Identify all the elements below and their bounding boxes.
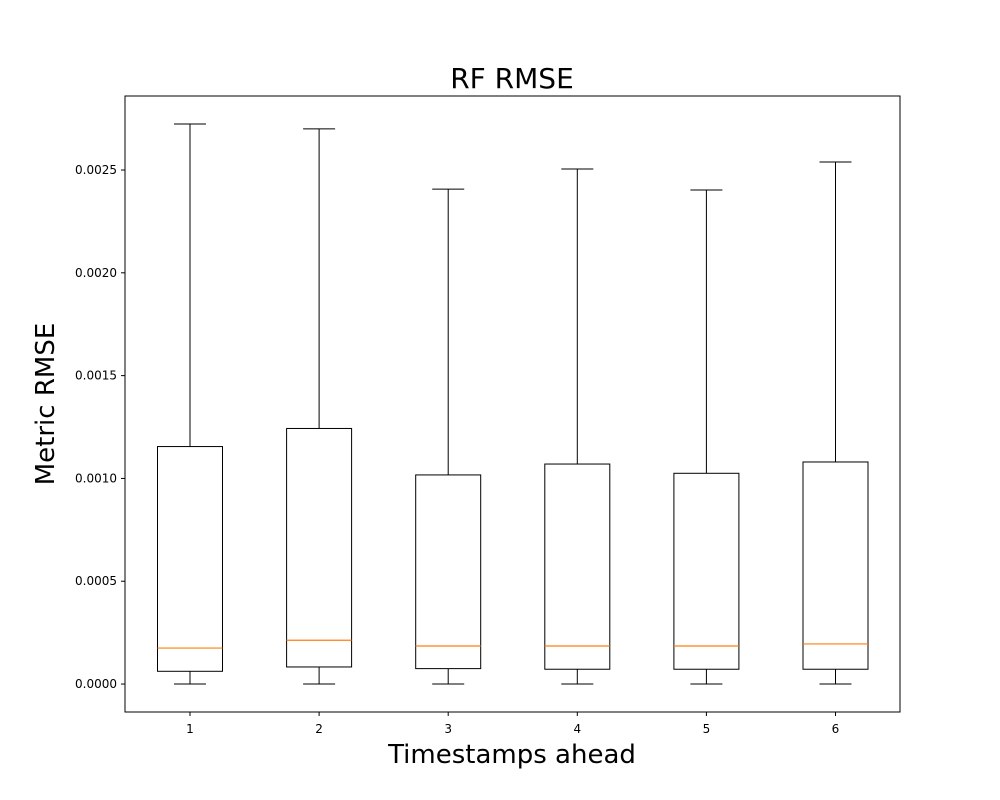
box-group-4: [544, 168, 611, 685]
box: [286, 427, 353, 668]
box: [673, 472, 740, 670]
x-tick-label: 4: [573, 722, 581, 736]
x-tick-label: 1: [186, 722, 194, 736]
x-tick-label: 6: [832, 722, 840, 736]
x-tick-label: 2: [315, 722, 323, 736]
y-axis: 0.0000 0.0005 0.0010 0.0015 0.0020 0.0025: [75, 163, 125, 691]
box: [415, 474, 482, 670]
x-axis-title: Timestamps ahead: [387, 740, 636, 770]
x-axis: 1 2 3 4 5 6: [186, 712, 839, 736]
box-group-2: [286, 128, 353, 685]
box: [802, 461, 869, 670]
boxes: [157, 123, 869, 685]
box: [544, 463, 611, 670]
box-group-6: [802, 161, 869, 685]
x-tick-label: 3: [444, 722, 452, 736]
box-group-5: [673, 189, 740, 685]
chart-title: RF RMSE: [450, 62, 574, 95]
y-tick-label: 0.0000: [75, 677, 117, 691]
plot-area-frame: [124, 95, 901, 713]
box: [157, 446, 223, 672]
y-tick-label: 0.0015: [75, 369, 117, 383]
box-group-3: [415, 188, 482, 685]
y-tick-label: 0.0005: [75, 574, 117, 588]
box-group-1: [157, 123, 223, 685]
y-axis-title: Metric RMSE: [31, 323, 61, 486]
y-tick-label: 0.0010: [75, 471, 117, 485]
y-tick-label: 0.0020: [75, 266, 117, 280]
x-tick-label: 5: [703, 722, 711, 736]
y-tick-label: 0.0025: [75, 163, 117, 177]
